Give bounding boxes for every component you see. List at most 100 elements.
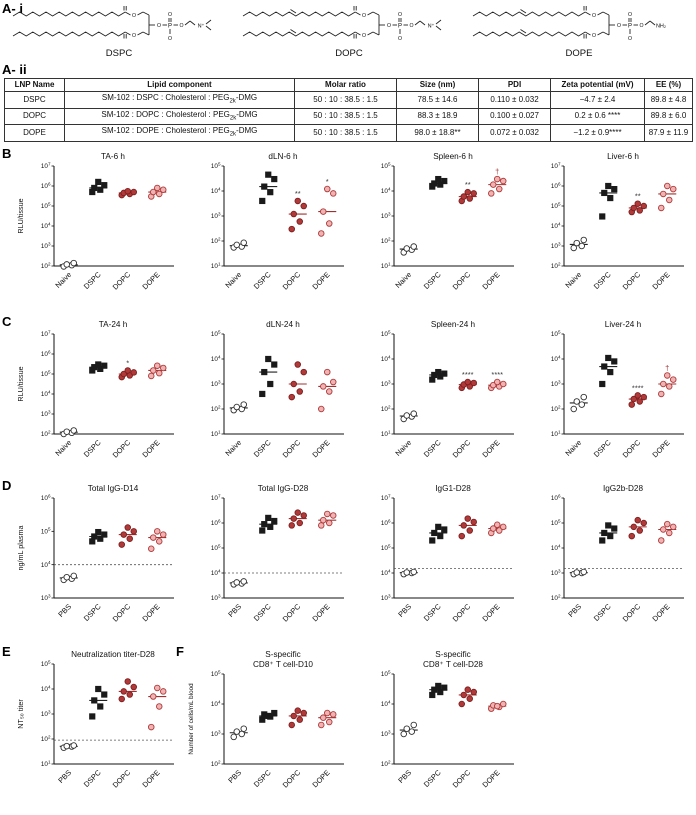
acyl-chain (472, 31, 586, 37)
data-point-dopc (130, 369, 137, 376)
data-point-dopc (124, 524, 131, 531)
lipid-structure-dopc: O O O P O O O N⁺ DOPC (238, 3, 460, 59)
cell-lipid-component: SM-102 : DSPC : Cholesterol : PEG2k-DMG (64, 91, 295, 109)
data-point-pbs (410, 721, 418, 729)
data-point-dope (155, 190, 163, 198)
data-point-dope (669, 185, 677, 193)
data-point-dopc (290, 210, 297, 218)
data-point-dspc (599, 213, 606, 220)
chart-igg2b-d28: IgG2b-D28 102 103 104 105 106 PBS DSPC DOPC DOPE (524, 482, 694, 644)
y-tick-label: 103 (211, 593, 221, 602)
y-tick-label: 104 (211, 699, 221, 708)
data-point-dspc (605, 522, 612, 529)
y-tick-label: 107 (41, 161, 51, 170)
data-point-dopc (126, 535, 133, 542)
chart-dln-24h: dLN-24 h 101 102 103 104 105 Naive DSPC DOPC DOPE (184, 318, 354, 480)
cell-lnp-name: DOPE (4, 124, 65, 142)
data-point-dspc (431, 180, 438, 187)
data-point-dope (155, 538, 163, 545)
data-point-dopc (300, 202, 307, 210)
category-label: PBS (56, 602, 73, 619)
data-point-dopc (634, 392, 641, 399)
atom-label: O (617, 23, 621, 29)
data-point-dopc (636, 527, 643, 534)
significance-annotation: † (495, 167, 499, 176)
data-point-dope (155, 703, 163, 710)
category-label: DOPC (281, 768, 303, 790)
y-tick-label: 103 (211, 379, 221, 388)
data-point-dopc (296, 716, 303, 723)
significance-annotation: † (665, 363, 669, 372)
y-tick-label: 102 (211, 404, 221, 413)
data-point-pbs (233, 728, 241, 735)
chart-ta-6h: TA-6 h 102 103 104 105 106 107 RLU/tissue Naive D… (14, 150, 184, 312)
data-point-naive (573, 239, 581, 247)
data-point-dopc (458, 700, 465, 708)
data-point-dopc (636, 398, 643, 405)
panel-label-a-ii: A- ii (2, 62, 27, 77)
data-point-dopc (130, 188, 137, 196)
data-point-dspc (101, 531, 108, 538)
y-tick-label: 101 (381, 261, 391, 270)
y-tick-label: 103 (551, 568, 561, 577)
data-point-dope (499, 700, 507, 708)
y-tick-label: 104 (41, 560, 51, 569)
cell-size: 98.0 ± 18.8** (396, 124, 479, 142)
y-tick-label: 101 (551, 429, 561, 438)
category-label: DOPC (111, 438, 133, 460)
data-point-dopc (464, 686, 471, 693)
y-tick-label: 105 (41, 369, 51, 378)
lipid-structure-drawing-dopc: O O O P O O O N⁺ (238, 3, 460, 49)
lipid-name-dspc: DSPC (105, 48, 133, 59)
data-point-dspc (95, 685, 102, 693)
category-label: DSPC (422, 768, 443, 789)
data-point-dopc (466, 195, 473, 202)
atom-label: P (398, 24, 402, 30)
chart-dln-6h: dLN-6 h 101 102 103 104 105 Naive DSPC ** DOPC * DO… (184, 150, 354, 312)
category-label: DOPE (310, 602, 331, 623)
chart-cd8-t-cell-d28: S-specific CD8⁺ T cell-D28 102 103 104 105 PBS… (354, 648, 524, 810)
header-pdi: PDI (478, 77, 551, 93)
y-tick-label: 102 (551, 593, 561, 602)
data-point-dope (153, 684, 161, 692)
data-point-dope (659, 526, 667, 533)
lnp-characterization-table: LNP Name Lipid component Molar ratio Siz… (4, 77, 693, 142)
data-point-dspc (97, 535, 104, 542)
y-tick-label: 102 (551, 261, 561, 270)
data-point-naive (578, 401, 586, 408)
data-point-dspc (601, 363, 608, 370)
data-point-dspc (271, 709, 278, 717)
data-point-dspc (97, 186, 104, 193)
data-point-dopc (294, 361, 301, 368)
atom-label: O (628, 12, 632, 18)
data-point-dspc (611, 525, 618, 532)
atom-label: O (362, 33, 366, 39)
atom-label: O (628, 36, 632, 42)
atom-label: O (179, 23, 183, 29)
data-point-dspc (95, 178, 102, 186)
category-label: DSPC (422, 270, 443, 291)
data-point-dope (329, 711, 337, 718)
scatter-plot-svg: Spleen-24 h 101 102 103 104 105 Naive DSPC **** D… (381, 320, 514, 460)
data-point-dspc (91, 184, 98, 192)
y-tick-label: 104 (551, 221, 561, 230)
category-label: DSPC (592, 602, 613, 623)
atom-label: O (387, 23, 391, 29)
data-point-dope (153, 362, 161, 369)
y-tick-label: 104 (381, 699, 391, 708)
header-molar-ratio: Molar ratio (294, 77, 397, 93)
data-point-dope (323, 368, 331, 376)
atom-label: N⁺ (198, 23, 205, 30)
y-tick-label: 105 (381, 543, 391, 552)
data-point-dope (329, 512, 337, 519)
category-label: DOPE (140, 768, 161, 789)
significance-annotation: **** (491, 370, 503, 379)
data-point-naive (233, 241, 241, 249)
data-point-naive (403, 412, 411, 419)
category-label: DOPE (310, 768, 331, 789)
significance-annotation: ** (465, 180, 471, 189)
y-tick-label: 102 (41, 429, 51, 438)
data-point-dspc (441, 370, 448, 377)
scatter-plot-svg: IgG2b-D28 102 103 104 105 106 PBS DSPC DOPC DOPE (551, 484, 684, 624)
